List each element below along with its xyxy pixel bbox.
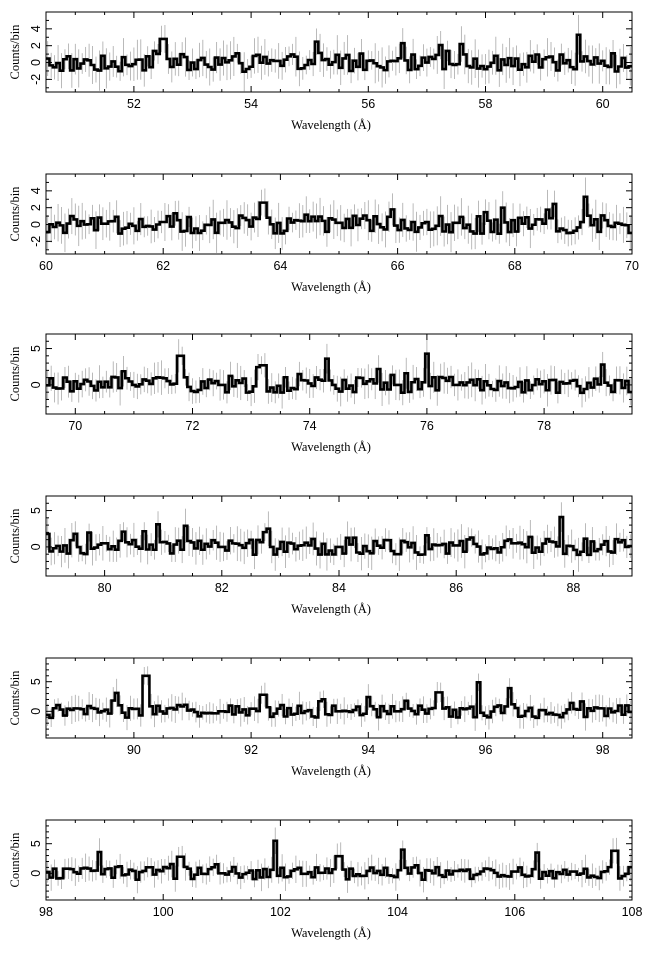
spectrum-series-line	[46, 674, 632, 720]
spectrum-series-line	[46, 352, 632, 395]
x-tick-label: 94	[361, 743, 375, 757]
x-tick-label: 102	[270, 905, 291, 919]
x-axis-title: Wavelength (Å)	[291, 602, 371, 616]
spectrum-panel-1: 52 54 56 58 60 -2 0 2 4 Wavelength (Å) Counts/bin	[8, 11, 633, 132]
x-tick-label: 70	[625, 259, 639, 273]
x-tick-label: 58	[479, 97, 493, 111]
spectrum-panel-5: 90 92 94 96 98 0 5 Wavelength (Å) Counts/bin	[8, 657, 633, 778]
x-tick-label: 96	[479, 743, 493, 757]
x-axis-title: Wavelength (Å)	[291, 926, 371, 940]
y-tick-label: 5	[29, 840, 43, 847]
y-tick-label: -2	[29, 74, 43, 85]
y-axis-title: Counts/bin	[8, 508, 22, 564]
y-axis-title: Counts/bin	[8, 24, 22, 80]
spectrum-panel-3: 70 72 74 76 78 0 5 Wavelength (Å) Counts/bin	[8, 333, 633, 454]
x-tick-label: 64	[273, 259, 287, 273]
x-tick-label: 84	[332, 581, 346, 595]
x-axis-title: Wavelength (Å)	[291, 764, 371, 778]
x-tick-label: 80	[98, 581, 112, 595]
x-axis-title: Wavelength (Å)	[291, 118, 371, 132]
y-axis-title: Counts/bin	[8, 832, 22, 888]
spectrum-panel-4: 80 82 84 86 88 0 5 Wavelength (Å) Counts/bin	[8, 495, 633, 616]
x-tick-label: 78	[537, 419, 551, 433]
spectrum-series-line	[46, 515, 632, 557]
y-tick-label: 0	[29, 870, 43, 877]
x-tick-label: 98	[596, 743, 610, 757]
y-tick-label: 0	[29, 381, 43, 388]
spectrum-series-line	[46, 33, 632, 74]
spectrum-panel-2: 60 62 64 66 68 70 -2 0 2 4 Wavelength (Å) Counts/bi…	[8, 173, 639, 294]
x-tick-label: 52	[127, 97, 141, 111]
spectrum-series-line	[46, 195, 632, 236]
y-tick-label: 0	[29, 59, 43, 66]
y-tick-label: 2	[29, 42, 43, 49]
x-tick-label: 60	[596, 97, 610, 111]
x-tick-label: 90	[127, 743, 141, 757]
y-axis-title: Counts/bin	[8, 346, 22, 402]
y-axis-title: Counts/bin	[8, 186, 22, 242]
y-tick-label: 5	[29, 678, 43, 685]
y-tick-label: 5	[29, 345, 43, 352]
x-axis-title: Wavelength (Å)	[291, 280, 371, 294]
x-tick-label: 100	[153, 905, 174, 919]
spectrum-series-line	[46, 839, 632, 882]
y-tick-label: 2	[29, 204, 43, 211]
y-tick-label: 0	[29, 543, 43, 550]
x-tick-label: 70	[68, 419, 82, 433]
y-tick-label: 4	[29, 25, 43, 32]
x-tick-label: 56	[361, 97, 375, 111]
x-tick-label: 104	[387, 905, 408, 919]
y-tick-label: 4	[29, 187, 43, 194]
x-tick-label: 108	[622, 905, 643, 919]
x-tick-label: 72	[186, 419, 200, 433]
x-tick-label: 60	[39, 259, 53, 273]
x-tick-label: 74	[303, 419, 317, 433]
y-tick-label: 5	[29, 507, 43, 514]
plot-frame	[45, 819, 633, 901]
x-tick-label: 86	[449, 581, 463, 595]
x-tick-label: 62	[156, 259, 170, 273]
y-tick-label: 0	[29, 708, 43, 715]
y-axis-title: Counts/bin	[8, 670, 22, 726]
x-tick-label: 92	[244, 743, 258, 757]
spectrum-panel-6: 98 100 102 104 106 108 0 5 Wavelength (Å) Counts/…	[8, 819, 643, 940]
x-tick-label: 106	[504, 905, 525, 919]
x-axis-title: Wavelength (Å)	[291, 440, 371, 454]
x-tick-label: 98	[39, 905, 53, 919]
x-tick-label: 88	[566, 581, 580, 595]
x-tick-label: 66	[391, 259, 405, 273]
y-tick-label: -2	[29, 236, 43, 247]
x-tick-label: 68	[508, 259, 522, 273]
x-tick-label: 82	[215, 581, 229, 595]
y-tick-label: 0	[29, 221, 43, 228]
x-tick-label: 54	[244, 97, 258, 111]
x-tick-label: 76	[420, 419, 434, 433]
